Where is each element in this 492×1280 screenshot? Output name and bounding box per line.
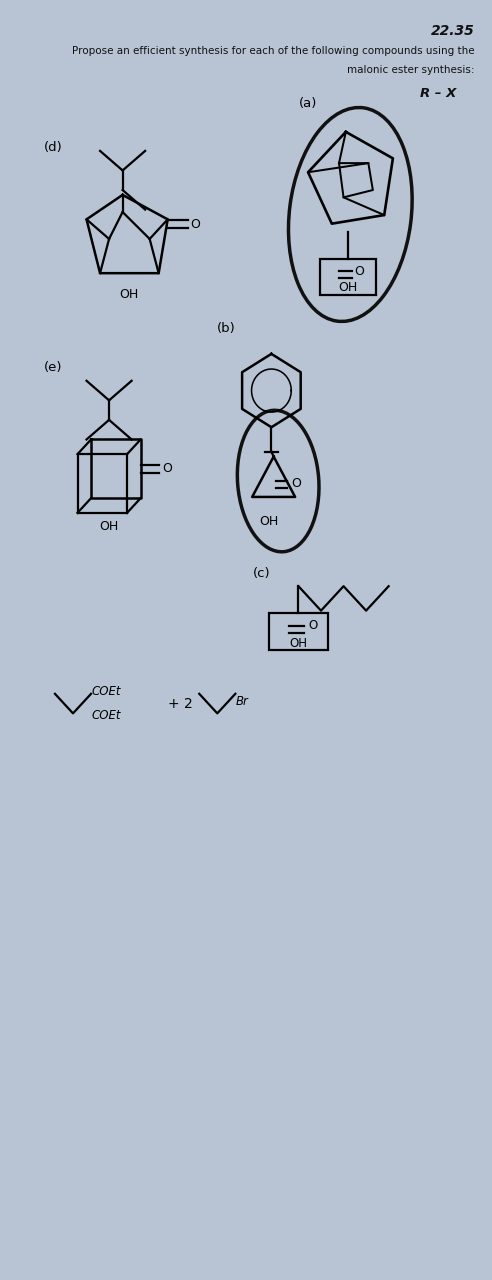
Text: Propose an efficient synthesis for each of the following compounds using the: Propose an efficient synthesis for each …	[72, 46, 474, 56]
Text: (d): (d)	[44, 141, 62, 154]
Text: (a): (a)	[299, 97, 317, 110]
Text: O: O	[162, 462, 172, 475]
Text: + 2: + 2	[168, 696, 192, 710]
Text: O: O	[355, 265, 365, 278]
Bar	[320, 259, 376, 296]
Text: O: O	[308, 620, 317, 632]
Text: (c): (c)	[253, 567, 271, 580]
Text: malonic ester synthesis:: malonic ester synthesis:	[347, 65, 474, 76]
Text: OH: OH	[120, 288, 139, 301]
Text: O: O	[191, 218, 201, 230]
Text: OH: OH	[259, 516, 279, 529]
Text: OH: OH	[99, 520, 119, 534]
Bar	[269, 613, 328, 650]
Text: COEt: COEt	[91, 685, 121, 698]
Text: (e): (e)	[44, 361, 62, 374]
Text: OH: OH	[338, 282, 358, 294]
Text: Br: Br	[235, 695, 248, 708]
Text: COEt: COEt	[91, 709, 121, 722]
Text: OH: OH	[289, 636, 308, 650]
Text: O: O	[291, 477, 301, 490]
Text: 22.35: 22.35	[430, 24, 474, 37]
Text: (b): (b)	[217, 323, 236, 335]
Text: R – X: R – X	[420, 87, 456, 100]
